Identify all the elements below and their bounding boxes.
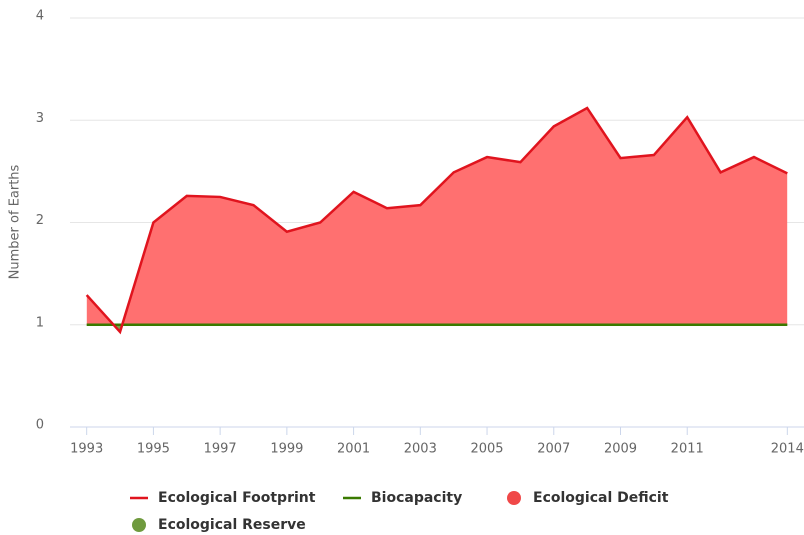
x-tick-label: 2014 — [771, 442, 804, 457]
x-tick-label: 1993 — [70, 442, 103, 457]
x-tick-label: 2003 — [404, 442, 437, 457]
x-tick-label: 2011 — [671, 442, 704, 457]
x-tick-label: 2001 — [337, 442, 370, 457]
y-tick-label: 3 — [36, 111, 44, 126]
x-tick-label: 1997 — [204, 442, 237, 457]
y-tick-label: 4 — [36, 9, 44, 24]
x-tick-label: 2005 — [470, 442, 503, 457]
legend-label: Ecological Deficit — [533, 490, 669, 506]
legend-label: Ecological Footprint — [158, 490, 316, 506]
y-axis-title: Number of Earths — [8, 164, 23, 279]
series-line — [85, 106, 788, 335]
y-tick-label: 0 — [36, 418, 44, 433]
x-tick-label: 2009 — [604, 442, 637, 457]
legend-label: Ecological Reserve — [158, 517, 306, 533]
legend-label: Biocapacity — [371, 490, 462, 506]
legend-swatch — [507, 491, 521, 505]
x-tick-label: 2007 — [537, 442, 570, 457]
legend-swatch — [132, 518, 146, 532]
deficit-area — [86, 107, 788, 325]
x-tick-label: 1995 — [137, 442, 170, 457]
y-tick-label: 2 — [36, 213, 44, 228]
x-tick-label: 1999 — [270, 442, 303, 457]
y-tick-label: 1 — [36, 315, 44, 330]
